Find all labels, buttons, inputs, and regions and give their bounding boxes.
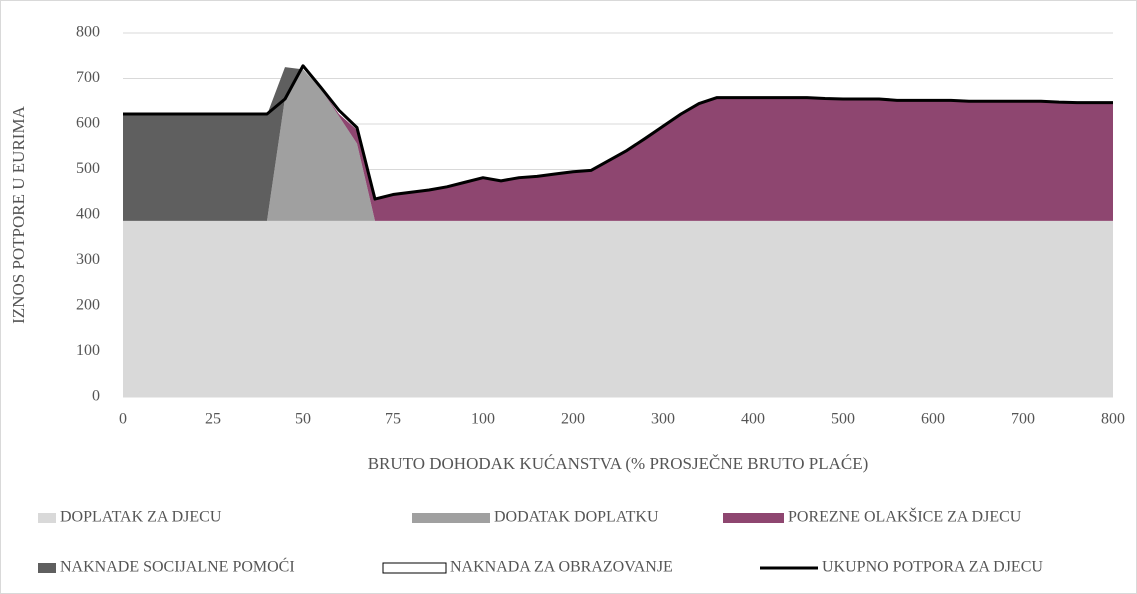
y-tick-label: 500 bbox=[76, 160, 100, 177]
x-tick-label: 400 bbox=[741, 411, 765, 428]
legend-label: DODATAK DOPLATKU bbox=[494, 509, 659, 526]
y-tick-label: 600 bbox=[76, 115, 100, 132]
legend-swatch bbox=[412, 513, 490, 523]
x-axis-label: BRUTO DOHODAK KUĆANSTVA (% PROSJEČNE BRU… bbox=[368, 454, 869, 473]
area bbox=[123, 69, 1113, 221]
line bbox=[123, 64, 1113, 201]
x-tick-label: 200 bbox=[561, 411, 585, 428]
x-tick-label: 75 bbox=[385, 411, 401, 428]
x-tick-label: 100 bbox=[471, 411, 495, 428]
x-tick-label: 700 bbox=[1011, 411, 1035, 428]
y-tick-label: 100 bbox=[76, 342, 100, 359]
legend-label: DOPLATAK ZA DJECU bbox=[60, 509, 222, 526]
area bbox=[123, 220, 1113, 397]
legend-swatch bbox=[38, 563, 56, 573]
area bbox=[123, 67, 1113, 221]
legend-swatch bbox=[723, 513, 784, 523]
legend-swatch bbox=[38, 513, 56, 523]
legend-label: POREZNE OLAKŠICE ZA DJECU bbox=[788, 507, 1022, 526]
x-tick-label: 500 bbox=[831, 411, 855, 428]
y-tick-label: 300 bbox=[76, 251, 100, 268]
x-tick-label: 300 bbox=[651, 411, 675, 428]
y-tick-label: 700 bbox=[76, 69, 100, 86]
legend-label: NAKNADE SOCIJALNE POMOĆI bbox=[60, 557, 295, 576]
legend-label: NAKNADA ZA OBRAZOVANJE bbox=[450, 559, 673, 576]
y-tick-label: 400 bbox=[76, 206, 100, 223]
y-tick-label: 800 bbox=[76, 24, 100, 41]
x-tick-label: 0 bbox=[119, 411, 127, 428]
x-tick-label: 25 bbox=[205, 411, 221, 428]
x-tick-label: 800 bbox=[1101, 411, 1125, 428]
x-tick-label: 600 bbox=[921, 411, 945, 428]
y-axis-label: IZNOS POTPORE U EURIMA bbox=[9, 105, 28, 323]
x-tick-label: 50 bbox=[295, 411, 311, 428]
y-tick-label: 0 bbox=[92, 388, 100, 405]
legend-swatch bbox=[382, 562, 447, 574]
legend-label: UKUPNO POTPORA ZA DJECU bbox=[822, 559, 1043, 576]
y-tick-label: 200 bbox=[76, 297, 100, 314]
